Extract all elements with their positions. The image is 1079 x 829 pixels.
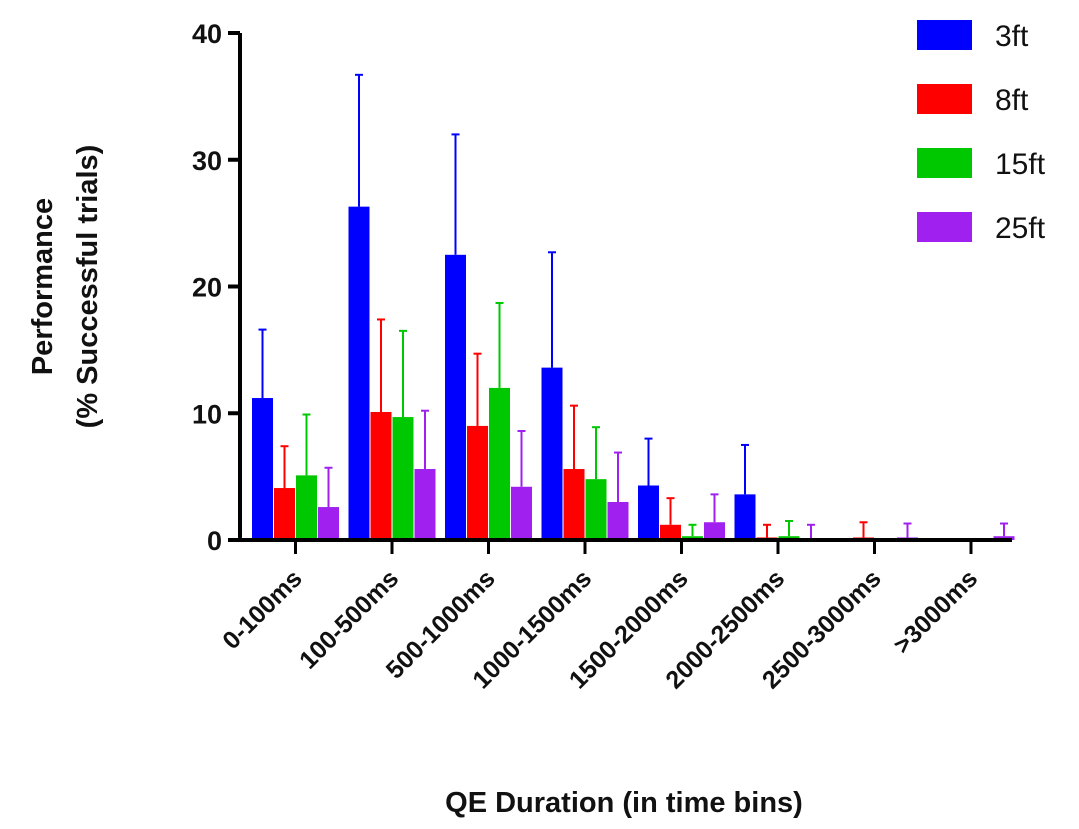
bar bbox=[607, 501, 629, 540]
bar bbox=[563, 469, 585, 540]
bar bbox=[704, 522, 725, 540]
bar bbox=[274, 488, 295, 540]
bar bbox=[296, 475, 317, 540]
bar bbox=[370, 411, 392, 540]
bar bbox=[318, 507, 339, 540]
legend: 3ft 8ft 15ft 25ft bbox=[917, 20, 1046, 245]
legend-label: 8ft bbox=[995, 84, 1029, 117]
bar bbox=[414, 469, 436, 540]
bar bbox=[638, 485, 659, 540]
bar bbox=[467, 425, 488, 540]
y-axis-title-line1: Performance bbox=[27, 198, 59, 375]
bar bbox=[511, 486, 532, 540]
legend-label: 15ft bbox=[995, 148, 1046, 181]
bar bbox=[585, 479, 607, 540]
legend-swatch bbox=[917, 148, 972, 178]
y-tick-label: 20 bbox=[192, 273, 222, 303]
x-tick-label: >3000ms bbox=[888, 564, 983, 659]
y-tick-label: 0 bbox=[207, 526, 222, 556]
bar bbox=[660, 524, 681, 540]
legend-swatch bbox=[917, 84, 972, 114]
y-ticks: 0 10 20 30 40 bbox=[192, 19, 240, 556]
bar bbox=[489, 387, 510, 540]
legend-swatch bbox=[917, 20, 972, 50]
bars-layer bbox=[252, 73, 1015, 540]
bar bbox=[348, 206, 370, 540]
bar bbox=[392, 417, 414, 540]
y-axis-title-line2: (% Successful trials) bbox=[72, 145, 104, 429]
bar bbox=[734, 494, 756, 540]
legend-swatch bbox=[917, 212, 972, 242]
x-axis-title: QE Duration (in time bins) bbox=[445, 787, 803, 819]
y-tick-label: 40 bbox=[192, 19, 222, 49]
x-tick-label: 0-100ms bbox=[217, 564, 308, 655]
y-tick-label: 30 bbox=[192, 146, 222, 176]
bar bbox=[252, 398, 273, 540]
bar bbox=[541, 367, 563, 540]
y-tick-label: 10 bbox=[192, 399, 222, 429]
bar bbox=[445, 254, 466, 540]
legend-label: 3ft bbox=[995, 20, 1029, 53]
legend-label: 25ft bbox=[995, 212, 1046, 245]
x-ticks: 0-100ms100-500ms500-1000ms1000-1500ms150… bbox=[217, 540, 983, 694]
